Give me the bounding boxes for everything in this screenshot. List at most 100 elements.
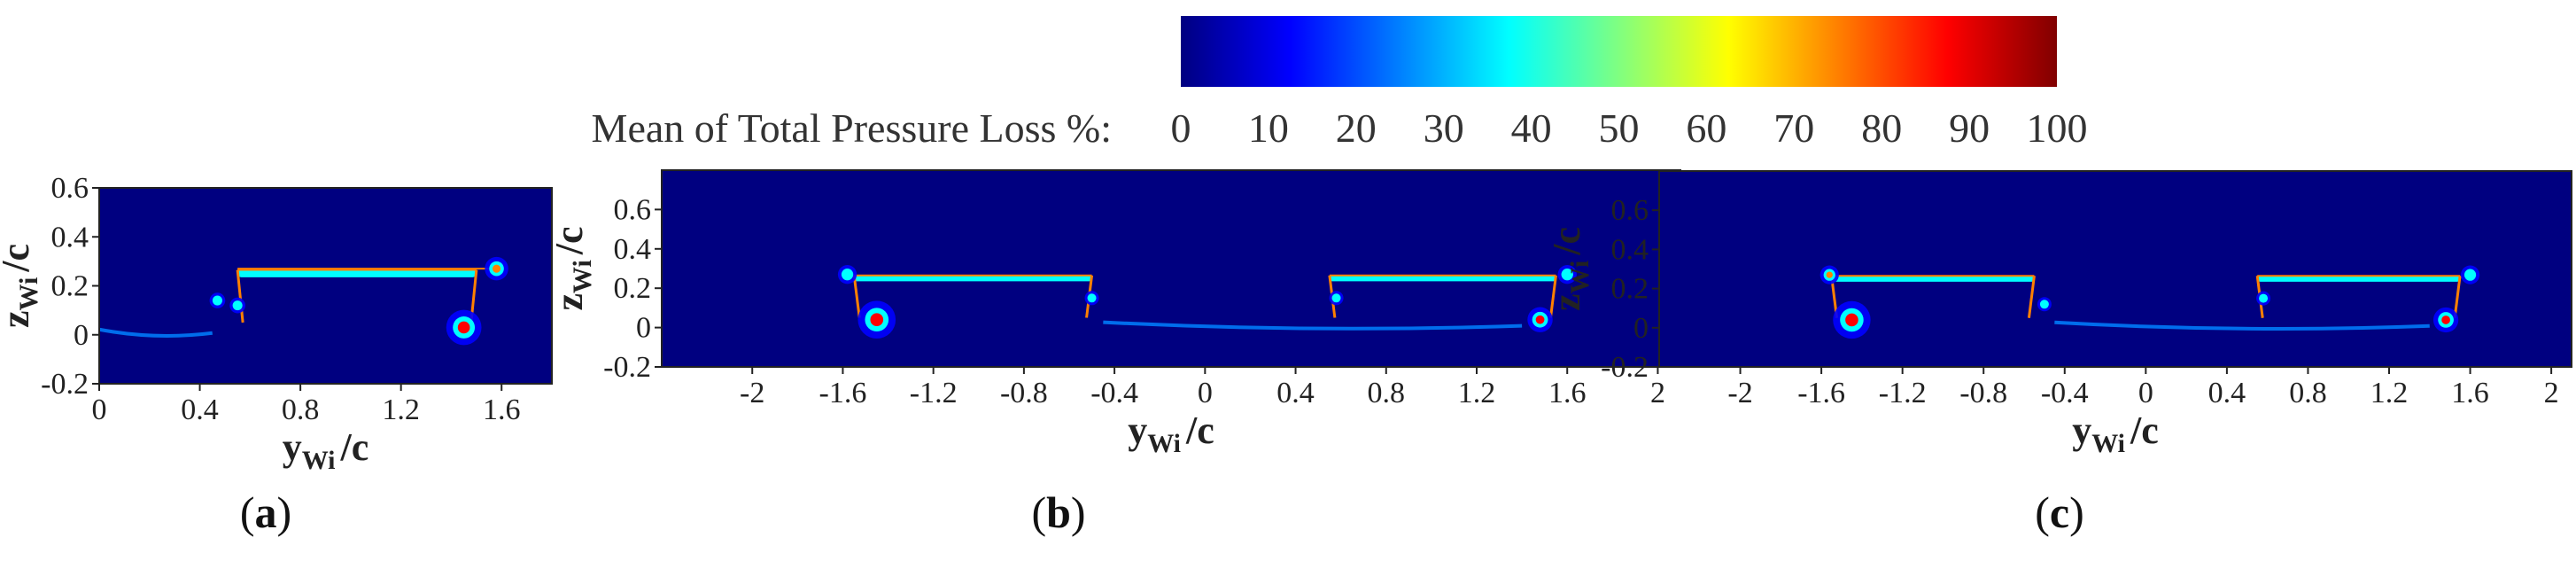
- x-tick-label: -2: [1727, 377, 1752, 409]
- wake-sheet: [98, 327, 213, 338]
- wake-band: [854, 275, 1092, 282]
- x-tick-label: 0: [1198, 377, 1213, 409]
- x-tick-label: 0.8: [1368, 377, 1406, 409]
- vortex-core: [214, 298, 221, 304]
- x-tick-label: 1.6: [483, 393, 521, 426]
- wake-band-drop: [1548, 275, 1557, 318]
- colorbar: Mean of Total Pressure Loss %: 0 10 20 30 40…: [592, 16, 2088, 151]
- x-tick-label: 0: [92, 393, 107, 426]
- y-tick-label: 0.2: [614, 272, 652, 305]
- vortex-core: [1826, 271, 1833, 278]
- y-tick-label: 0: [74, 319, 89, 352]
- panel-label-c: (c): [2035, 487, 2084, 537]
- x-tick-label: -0.4: [1090, 377, 1138, 409]
- x-axis-label: yWi/c: [1128, 409, 1214, 458]
- panel-b: -2 -1.6 -1.2 -0.8 -0.4 0 0.4 0.8 1.2 1.6 2-0.200.2…: [547, 169, 1681, 458]
- y-tick-label: 0.4: [614, 233, 652, 266]
- x-tick-label: -0.8: [1959, 377, 2007, 409]
- y-tick-label: -0.2: [41, 368, 89, 401]
- wake-sheet: [2054, 320, 2430, 331]
- wake-band: [2257, 276, 2461, 282]
- y-axis-label: zWi/c: [1545, 227, 1594, 311]
- colorbar-tick-label: 50: [1599, 105, 1640, 151]
- colorbar-gradient: [1181, 16, 2057, 87]
- x-tick-label: 2: [2544, 377, 2559, 409]
- wake-band: [1329, 275, 1556, 282]
- colorbar-tick-label: 80: [1861, 105, 1902, 151]
- y-axis-label: zWi/c: [547, 226, 597, 310]
- x-tick-label: 0: [2138, 377, 2153, 409]
- wake-sheet: [1103, 320, 1523, 331]
- wake-band-drop: [852, 275, 861, 318]
- plot-area: [1659, 171, 2572, 367]
- vortex-core: [1089, 295, 1095, 301]
- x-tick-label: 0.4: [181, 393, 219, 426]
- colorbar-tick-label: 90: [1949, 105, 1990, 151]
- vortex-core: [235, 302, 241, 308]
- x-tick-label: 1.6: [1548, 377, 1587, 409]
- vortex-core: [2441, 316, 2450, 324]
- colorbar-ticks: 0 10 20 30 40 50 60 70 80 90 100: [1171, 105, 2088, 151]
- y-tick-label: 0: [1633, 312, 1649, 345]
- vortex-core: [1333, 295, 1339, 301]
- plot-area: [662, 170, 1680, 367]
- panel-label-b: (b): [1031, 487, 1085, 537]
- panel-c: -2 -1.6 -1.2 -0.8 -0.4 0 0.4 0.8 1.2 1.6 2-0.200.2…: [1545, 170, 2572, 458]
- vortex-core: [2261, 295, 2266, 301]
- x-tick-label: -0.4: [2041, 377, 2089, 409]
- colorbar-tick-label: 10: [1248, 105, 1289, 151]
- wake-band: [237, 269, 477, 277]
- vortex-core: [843, 270, 851, 278]
- x-tick-label: -0.8: [1000, 377, 1048, 409]
- y-tick-label: 0.6: [51, 172, 89, 205]
- vortex-core: [2466, 271, 2474, 278]
- colorbar-tick-label: 20: [1336, 105, 1377, 151]
- y-tick-label: 0.4: [51, 221, 89, 253]
- panel-label-a: (a): [240, 487, 291, 537]
- x-axis-label: yWi/c: [2072, 409, 2159, 458]
- colorbar-tick-label: 0: [1171, 105, 1191, 151]
- x-tick-label: -1.6: [819, 377, 867, 409]
- vortex-core: [1563, 270, 1571, 278]
- axis-frame: [1658, 170, 2572, 368]
- x-tick-label: 1.6: [2451, 377, 2489, 409]
- y-axis-label: zWi/c: [0, 244, 43, 328]
- wake-band: [1831, 276, 2035, 282]
- x-tick-label: 0.4: [2208, 377, 2246, 409]
- vortex-core: [2042, 301, 2047, 308]
- colorbar-tick-label: 70: [1773, 105, 1814, 151]
- vortex-core: [1535, 315, 1545, 324]
- y-tick-label: -0.2: [603, 351, 651, 384]
- y-tick-label: 0.2: [51, 270, 89, 303]
- colorbar-tick-label: 60: [1686, 105, 1726, 151]
- y-tick-label: 0: [636, 312, 651, 345]
- x-tick-label: 1.2: [382, 393, 420, 426]
- y-tick-label: 0.2: [1611, 273, 1649, 306]
- y-tick-label: -0.2: [1601, 351, 1649, 384]
- plot-area: [99, 188, 552, 384]
- y-tick-label: 0.6: [614, 193, 652, 226]
- vortex-core: [870, 313, 884, 327]
- colorbar-title: Mean of Total Pressure Loss %:: [592, 105, 1112, 151]
- vortex-core: [457, 321, 470, 334]
- x-tick-label: 1.2: [1458, 377, 1496, 409]
- y-tick-label: 0.6: [1611, 194, 1649, 227]
- colorbar-tick-label: 40: [1511, 105, 1552, 151]
- x-axis-label: yWi/c: [283, 425, 369, 475]
- x-tick-label: -1.2: [1879, 377, 1927, 409]
- x-tick-label: -1.2: [910, 377, 958, 409]
- wake-band-drop: [2027, 276, 2036, 318]
- colorbar-tick-label: 100: [2027, 105, 2088, 151]
- x-tick-label: 2: [1650, 377, 1665, 409]
- x-tick-label: -2: [740, 377, 764, 409]
- vortex-core: [492, 264, 501, 273]
- axis-frame: [98, 187, 553, 385]
- colorbar-tick-label: 30: [1424, 105, 1464, 151]
- y-tick-label: 0.4: [1611, 233, 1649, 266]
- x-tick-label: 1.2: [2370, 377, 2409, 409]
- x-tick-label: -1.6: [1797, 377, 1845, 409]
- wake-band-drop: [236, 269, 244, 323]
- x-tick-label: 0.8: [282, 393, 320, 426]
